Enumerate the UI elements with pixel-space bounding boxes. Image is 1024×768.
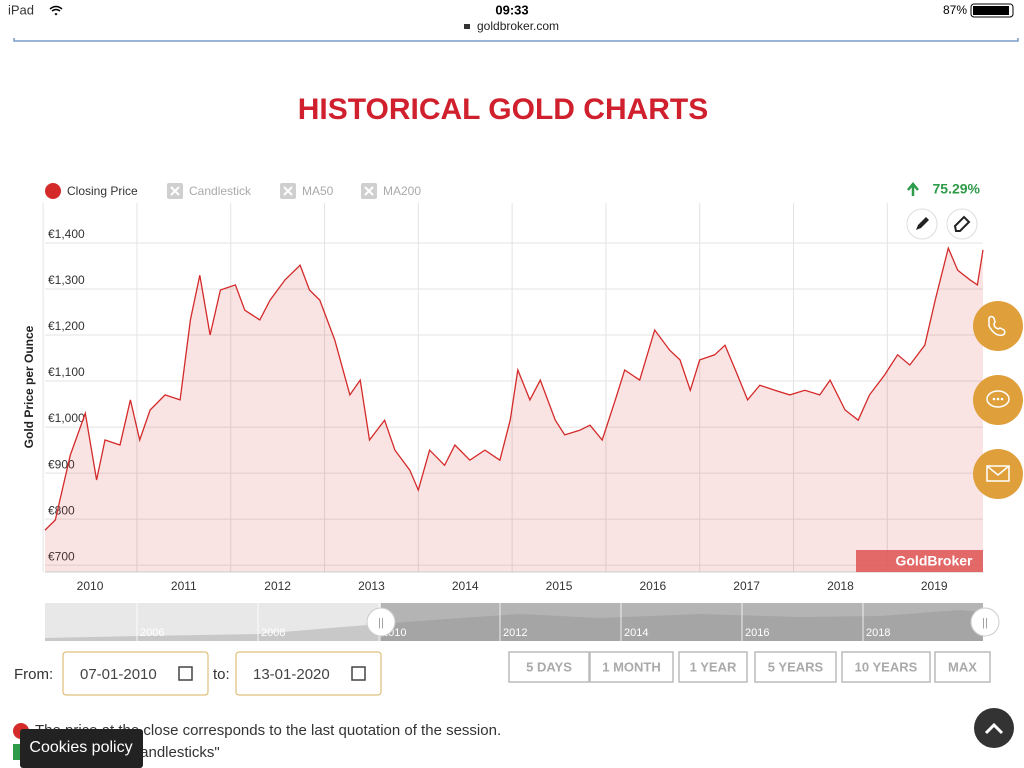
range-button[interactable] [589, 651, 674, 683]
range-label: 5 DAYS [526, 659, 572, 674]
handle-grip: || [378, 617, 384, 629]
page-title: HISTORICAL GOLD CHARTS [298, 93, 709, 126]
from-date: 07-01-2010 [80, 666, 157, 683]
legend-cross [170, 186, 180, 196]
handle-grip: || [982, 617, 988, 629]
range-button[interactable] [841, 651, 931, 683]
price-line [44, 246, 984, 531]
x-tick-label: 2014 [452, 579, 479, 593]
x-tick-label: 2016 [639, 579, 666, 593]
range-button[interactable] [678, 651, 748, 683]
range-label: 1 YEAR [690, 659, 737, 674]
legend-entry[interactable]: MA200 [383, 184, 421, 198]
chat-dot [996, 397, 1000, 401]
note: "Candlesticks" [124, 744, 220, 761]
to-label: to: [213, 666, 230, 683]
navigator-handle[interactable] [970, 607, 1000, 637]
mail-button[interactable] [973, 449, 1023, 499]
battery-level [973, 6, 1009, 15]
navigator-handle[interactable] [366, 607, 396, 637]
range-button[interactable] [508, 651, 590, 683]
navigator-label: 2018 [866, 627, 890, 639]
x-tick-label: 2019 [921, 579, 948, 593]
range-label: 1 MONTH [602, 659, 661, 674]
x-tick-label: 2015 [546, 579, 573, 593]
y-tick-label: €800 [48, 503, 75, 517]
erase-tool[interactable] [946, 208, 978, 240]
watermark: GoldBroker [895, 553, 973, 569]
x-tick-label: 2010 [77, 579, 104, 593]
eraser-icon [953, 215, 971, 232]
to-date: 13-01-2020 [253, 666, 330, 683]
y-tick-label: €900 [48, 457, 75, 471]
y-tick-label: €700 [48, 549, 75, 563]
navigator-selection[interactable] [381, 603, 983, 641]
legend-entry[interactable]: MA50 [302, 184, 334, 198]
up-arrow [907, 182, 919, 196]
y-tick-label: €1,400 [48, 227, 85, 241]
y-tick-label: €1,300 [48, 273, 85, 287]
chat-dot [992, 397, 996, 401]
navigator-label: 2012 [503, 627, 527, 639]
area-fill [45, 248, 983, 572]
battery-percent: 87% [943, 3, 967, 17]
from-label: From: [14, 666, 53, 683]
note: The price at the close corresponds to th… [35, 722, 501, 739]
x-tick-label: 2012 [264, 579, 291, 593]
legend-marker [45, 183, 61, 199]
x-tick-label: 2017 [733, 579, 760, 593]
legend-cross [364, 186, 374, 196]
range-label: MAX [948, 659, 977, 674]
plot-area [45, 203, 983, 572]
up-chevron [984, 722, 1004, 735]
chat-dot [1000, 397, 1004, 401]
navigator-label: 2006 [140, 627, 164, 639]
nav-bar-edge [13, 38, 1019, 42]
change-percent: 75.29% [933, 181, 981, 197]
navigator-label: 2008 [261, 627, 285, 639]
cookies-label: Cookies policy [29, 739, 132, 756]
y-axis-title: Gold Price per Ounce [22, 325, 36, 448]
call-button[interactable] [973, 301, 1023, 351]
from-date-input[interactable] [62, 651, 209, 696]
battery-icon [970, 3, 1014, 18]
x-tick-label: 2018 [827, 579, 854, 593]
range-button[interactable] [934, 651, 991, 683]
legend-cross [283, 186, 293, 196]
range-label: 5 YEARS [768, 659, 824, 674]
cookies-button[interactable] [20, 729, 143, 768]
calendar-icon [178, 666, 193, 681]
lock-icon [464, 24, 470, 29]
navigator-label: 2014 [624, 627, 648, 639]
device-name: iPad [8, 2, 34, 17]
pencil-icon [916, 217, 929, 230]
wifi-icon [49, 5, 63, 16]
legend-entry[interactable]: Candlestick [189, 184, 252, 198]
range-label: 10 YEARS [855, 659, 918, 674]
mail-icon [986, 465, 1010, 482]
phone-icon [988, 315, 1006, 337]
chat-icon [986, 390, 1010, 408]
y-tick-label: €1,200 [48, 319, 85, 333]
legend-entry[interactable]: Closing Price [67, 184, 138, 198]
x-tick-label: 2011 [171, 579, 197, 593]
to-date-input[interactable] [235, 651, 382, 696]
navigator-label: 2016 [745, 627, 769, 639]
url[interactable]: goldbroker.com [477, 19, 559, 33]
watermark-box [856, 550, 983, 572]
range-button[interactable] [754, 651, 837, 683]
x-tick-label: 2013 [358, 579, 385, 593]
y-tick-label: €1,000 [48, 411, 85, 425]
clock: 09:33 [495, 2, 528, 17]
scroll-top-button[interactable] [974, 708, 1014, 748]
calendar-icon [351, 666, 366, 681]
y-tick-label: €1,100 [48, 365, 85, 379]
